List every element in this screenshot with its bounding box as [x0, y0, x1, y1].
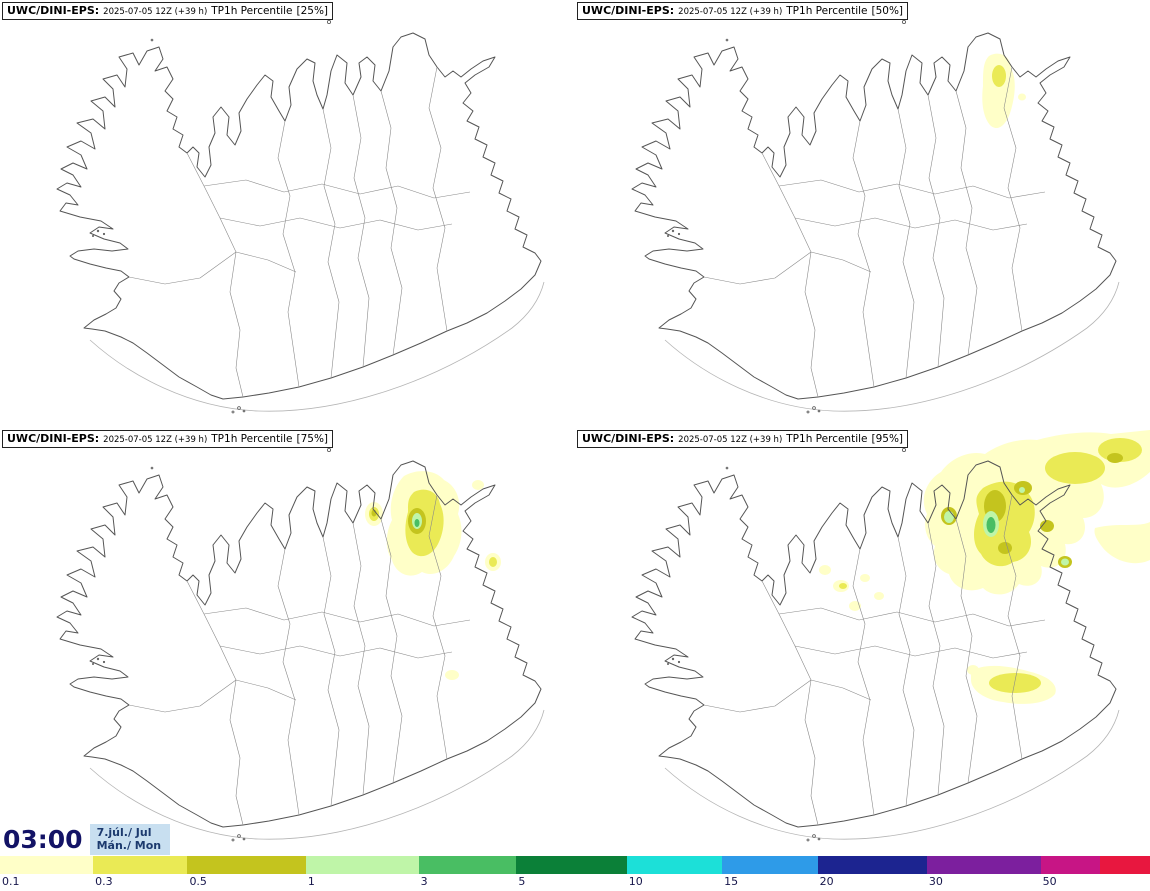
percentile-label: [50%]: [871, 5, 904, 17]
legend-footer: 0.1 0.3 0.5 1 3 5 10 15 20 30 50: [0, 856, 1150, 891]
product-label: TP1h Percentile: [786, 433, 868, 445]
percentile-label: [25%]: [296, 5, 329, 17]
map-panel-95: UWC/DINI-EPS: 2025-07-05 12Z (+39 h) TP1…: [575, 428, 1150, 856]
colorbar-segment: 0.3: [93, 856, 188, 888]
map-panel-50: UWC/DINI-EPS: 2025-07-05 12Z (+39 h) TP1…: [575, 0, 1150, 428]
valid-time: 03:00: [3, 824, 83, 854]
precip-field: [365, 471, 501, 680]
map-panel-25: UWC/DINI-EPS: 2025-07-05 12Z (+39 h) TP1…: [0, 0, 575, 428]
panel-title: UWC/DINI-EPS: 2025-07-05 12Z (+39 h) TP1…: [577, 2, 909, 20]
model-label: UWC/DINI-EPS:: [582, 432, 675, 445]
iceland-outline: [56, 447, 545, 842]
colorbar-tick-label: 30: [928, 875, 943, 888]
colorbar-segment: 20: [817, 856, 927, 888]
run-label: 2025-07-05 12Z (+39 h): [103, 7, 208, 17]
colorbar-segment: 5: [516, 856, 627, 888]
valid-time-box: 03:00 7.júl./ Jul Mán./ Mon: [0, 823, 171, 855]
map-panel-75: UWC/DINI-EPS: 2025-07-05 12Z (+39 h) TP1…: [0, 428, 575, 856]
iceland-outline: [631, 19, 1120, 414]
colorbar-segment: 50: [1040, 856, 1101, 888]
product-label: TP1h Percentile: [211, 433, 293, 445]
run-label: 2025-07-05 12Z (+39 h): [678, 7, 783, 17]
colorbar-tick-label: 0.1: [2, 875, 20, 888]
run-label: 2025-07-05 12Z (+39 h): [678, 435, 783, 445]
colorbar-segment: 0.1: [0, 856, 94, 888]
colorbar-segment: 10: [626, 856, 723, 888]
valid-date-box: 7.júl./ Jul Mán./ Mon: [89, 823, 171, 855]
colorbar-tick-label: 0.3: [95, 875, 113, 888]
precip-field: [819, 430, 1150, 704]
product-label: TP1h Percentile: [211, 5, 293, 17]
panel-title: UWC/DINI-EPS: 2025-07-05 12Z (+39 h) TP1…: [2, 2, 334, 20]
precip-field: [982, 53, 1026, 129]
colorbar-tick-label: 5: [518, 875, 526, 888]
model-label: UWC/DINI-EPS:: [7, 4, 100, 17]
iceland-map-svg: [631, 19, 1120, 414]
panel-title: UWC/DINI-EPS: 2025-07-05 12Z (+39 h) TP1…: [577, 430, 909, 448]
run-label: 2025-07-05 12Z (+39 h): [103, 435, 208, 445]
model-label: UWC/DINI-EPS:: [7, 432, 100, 445]
colorbar-segment: 30: [926, 856, 1041, 888]
panel-title: UWC/DINI-EPS: 2025-07-05 12Z (+39 h) TP1…: [2, 430, 334, 448]
iceland-outline: [56, 19, 545, 414]
iceland-map-svg: [631, 430, 1150, 842]
percentile-label: [75%]: [296, 433, 329, 445]
colorbar-tick-label: 50: [1042, 875, 1057, 888]
valid-day: Mán./ Mon: [96, 839, 162, 853]
colorbar-tick-label: 20: [819, 875, 834, 888]
product-label: TP1h Percentile: [786, 5, 868, 17]
colorbar-segment: [1100, 856, 1150, 874]
iceland-map-svg: [56, 19, 545, 414]
colorbar-segment: 1: [305, 856, 419, 888]
colorbar-tick-label: 10: [628, 875, 643, 888]
weather-map-grid: UWC/DINI-EPS: 2025-07-05 12Z (+39 h) TP1…: [0, 0, 1150, 856]
colorbar-segment: 3: [418, 856, 517, 888]
valid-date: 7.júl./ Jul: [96, 825, 152, 839]
model-label: UWC/DINI-EPS:: [582, 4, 675, 17]
colorbar-tick-label: 1: [307, 875, 315, 888]
colorbar-segment: 15: [722, 856, 818, 888]
colorbar-tick-label: 3: [420, 875, 428, 888]
colorbar-segment: 0.5: [187, 856, 306, 888]
iceland-map-svg: [56, 447, 545, 842]
colorbar-tick-label: 15: [724, 875, 739, 888]
percentile-label: [95%]: [871, 433, 904, 445]
colorbar-tick-label: 0.5: [189, 875, 207, 888]
colorbar: 0.1 0.3 0.5 1 3 5 10 15 20 30 50: [0, 856, 1150, 888]
